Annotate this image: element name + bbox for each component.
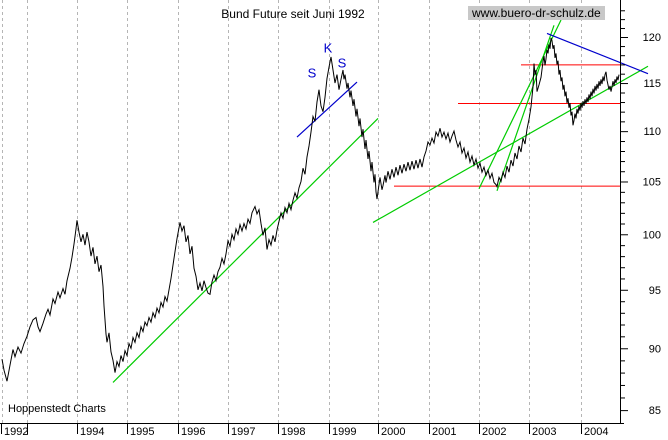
pattern-letter-k-1: K [323,40,333,56]
x-axis-label: 2004 [584,426,608,438]
uptrend-2000-2004-line [372,65,649,223]
x-axis-label: 2002 [482,426,506,438]
x-axis-label: 2000 [381,426,405,438]
x-axis-label: 1992 [4,426,28,438]
x-axis-label: 2001 [432,426,456,438]
steep-uptrend-2002-2003-b-line [478,19,562,189]
watermark-label: www.buero-dr-schulz.de [468,6,605,20]
x-axis-label: 1994 [80,426,104,438]
x-axis-label: 1999 [332,426,356,438]
x-axis-label: 1997 [231,426,255,438]
y-axis-label: 85 [649,405,661,417]
chart-source-label: Hoppenstedt Charts [8,403,106,415]
downtrend-2003-2004-line [546,32,649,75]
x-axis-label: 1996 [181,426,205,438]
steep-uptrend-2002-2003-a-line [496,25,555,191]
price-series [1,37,620,382]
sks-neckline-line [296,81,358,138]
uptrend-1995-1999-line [112,118,379,383]
y-axis-label: 100 [643,229,661,241]
y-axis-label: 90 [649,343,661,355]
y-axis-label: 105 [643,176,661,188]
x-axis-label: 2003 [532,426,556,438]
pattern-letter-s-2: S [337,55,347,71]
pattern-letter-s-0: S [307,65,317,81]
y-axis-label: 120 [643,32,661,44]
chart-title: Bund Future seit Juni 1992 [221,7,365,21]
y-axis-label: 110 [643,126,661,138]
y-axis-label: 115 [643,78,661,90]
y-axis-label: 95 [649,285,661,297]
x-axis-label: 1995 [130,426,154,438]
x-axis-label: 1998 [281,426,305,438]
